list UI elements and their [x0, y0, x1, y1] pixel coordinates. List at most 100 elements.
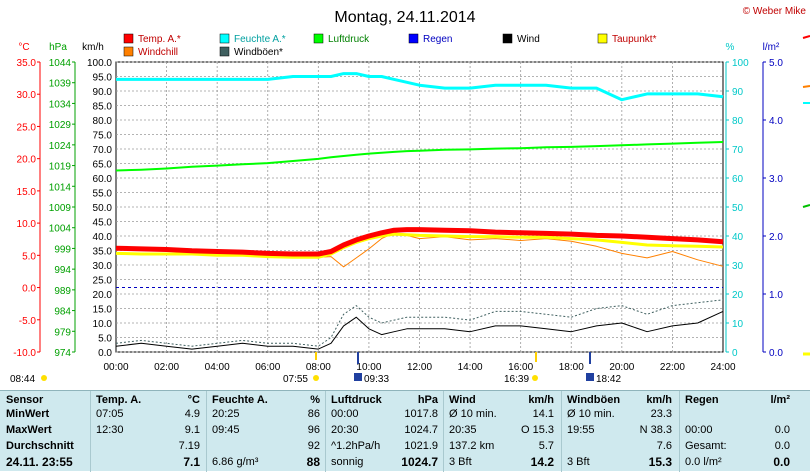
table-cell-gust-v: 23.3 [650, 408, 672, 420]
x-tick-label: 00:00 [103, 362, 128, 373]
table-cell-hum-v: 86 [307, 408, 320, 420]
rain-tick-label: 0.0 [769, 348, 783, 359]
legend-swatch [408, 33, 419, 44]
edge-mark [802, 204, 810, 208]
table-cell-hum-t: 09:45 [212, 424, 240, 436]
rain-tick-label: 2.0 [769, 232, 783, 243]
pressure-tick-label: 979 [54, 327, 71, 338]
legend-label: Taupunkt* [612, 34, 657, 45]
series-line-wind [115, 310, 724, 350]
wind-tick-label: 30.0 [93, 261, 113, 272]
table-cell-wind-v: 14.1 [532, 408, 554, 420]
x-tick-label: 16:00 [508, 362, 533, 373]
weather-chart: Montag, 24.11.2014 © Weber Mike Temp. A.… [10, 6, 810, 385]
series-line-feuchtea [116, 72, 724, 102]
x-tick-label: 22:00 [660, 362, 685, 373]
rain-tick-label: 5.0 [769, 58, 783, 69]
legend-swatch [219, 33, 230, 44]
pressure-tick-label: 1044 [49, 58, 72, 69]
tick-labels: 100.095.090.085.080.075.070.065.060.055.… [13, 58, 783, 373]
wind-tick-label: 100.0 [87, 58, 112, 69]
table-cell-wind-t: 3 Bft [449, 456, 472, 468]
credit-text: © Weber Mike [743, 6, 807, 17]
header-wind-unit: km/h [528, 394, 554, 406]
header-wind: Wind [449, 394, 476, 406]
row-label: Durchschnitt [6, 440, 74, 452]
pressure-tick-label: 1034 [49, 99, 72, 110]
right-edge-decoration [802, 35, 810, 356]
wind-tick-label: 20.0 [93, 290, 113, 301]
pressure-tick-label: 994 [54, 265, 71, 276]
legend-label: Temp. A.* [138, 34, 181, 45]
wind-tick-label: 35.0 [93, 247, 113, 258]
wind-tick-label: 75.0 [93, 131, 113, 142]
humidity-tick-label: 100 [732, 58, 749, 69]
legend-swatch [123, 33, 134, 44]
temp-tick-label: -10.0 [13, 348, 36, 359]
pressure-tick-label: 974 [54, 348, 71, 359]
rain-tick-label: 3.0 [769, 174, 783, 185]
temp-axis-unit: °C [18, 42, 29, 53]
sun-icon [313, 375, 319, 381]
sun-icon [41, 375, 47, 381]
sunrise-time: 07:55 [283, 374, 308, 385]
table-cell-wind-v: O 15.3 [520, 424, 554, 436]
table-cell-gust-t: 3 Bft [567, 456, 590, 468]
header-gust: Windböen [567, 394, 621, 406]
rain-tick-label: 1.0 [769, 290, 783, 301]
legend-label: Wind [517, 34, 540, 45]
header-humidity: Feuchte A. [212, 394, 268, 406]
pressure-tick-label: 1019 [49, 162, 72, 173]
legend-label: Regen [423, 34, 452, 45]
pressure-tick-label: 1009 [49, 203, 72, 214]
table-cell-wind-t: 20:35 [449, 424, 477, 436]
header-rain-unit: l/m² [770, 394, 790, 406]
x-tick-label: 02:00 [154, 362, 179, 373]
table-cell-press-v: 1024.7 [401, 455, 438, 469]
header-gust-unit: km/h [646, 394, 672, 406]
humidity-tick-label: 90 [732, 87, 744, 98]
time-markers: 08:44 07:55 09:33 16:39 18:42 [10, 352, 621, 385]
wind-tick-label: 15.0 [93, 305, 113, 316]
x-tick-label: 12:00 [407, 362, 432, 373]
pressure-tick-label: 984 [54, 307, 71, 318]
column-separator [325, 391, 326, 472]
x-tick-label: 06:00 [255, 362, 280, 373]
edge-mark [802, 35, 810, 39]
humidity-tick-label: 60 [732, 174, 744, 185]
column-separator [90, 391, 91, 472]
wind-tick-label: 95.0 [93, 73, 113, 84]
chart-title: Montag, 24.11.2014 [334, 9, 475, 26]
marker-left-time: 08:44 [10, 374, 35, 385]
x-tick-label: 04:00 [205, 362, 230, 373]
header-pressure: Luftdruck [331, 394, 382, 406]
table-cell-temp-v: 7.19 [178, 440, 200, 452]
wind-tick-label: 50.0 [93, 203, 113, 214]
series-line-tempa [115, 227, 724, 257]
wind-tick-label: 40.0 [93, 232, 113, 243]
humidity-tick-label: 20 [732, 290, 744, 301]
table-cell-hum-t: 20:25 [212, 408, 240, 420]
table-cell-press-v: 1021.9 [404, 440, 438, 452]
wind-tick-label: 90.0 [93, 87, 113, 98]
pressure-axis-unit: hPa [49, 42, 67, 53]
wind-tick-label: 65.0 [93, 160, 113, 171]
row-label: MaxWert [6, 424, 52, 436]
table-cell-temp-v: 7.1 [183, 455, 200, 469]
humidity-tick-label: 0 [732, 348, 738, 359]
legend-label: Windböen* [234, 47, 283, 58]
legend-label: Windchill [138, 47, 178, 58]
humidity-tick-label: 40 [732, 232, 744, 243]
header-temp: Temp. A. [96, 394, 142, 406]
wind-tick-label: 10.0 [93, 319, 113, 330]
summary-table: Sensor Temp. A. °C Feuchte A. % Luftdruc… [0, 390, 810, 472]
temp-tick-label: 15.0 [17, 187, 37, 198]
table-cell-wind-v: 5.7 [538, 440, 554, 452]
table-cell-hum-v: 88 [306, 455, 320, 469]
humidity-axis-unit: % [726, 42, 735, 53]
column-separator [206, 391, 207, 472]
legend-label: Feuchte A.* [234, 34, 286, 45]
marker-time-0933: 09:33 [364, 374, 389, 385]
sun-icon [532, 375, 538, 381]
moon-icon [354, 373, 362, 381]
